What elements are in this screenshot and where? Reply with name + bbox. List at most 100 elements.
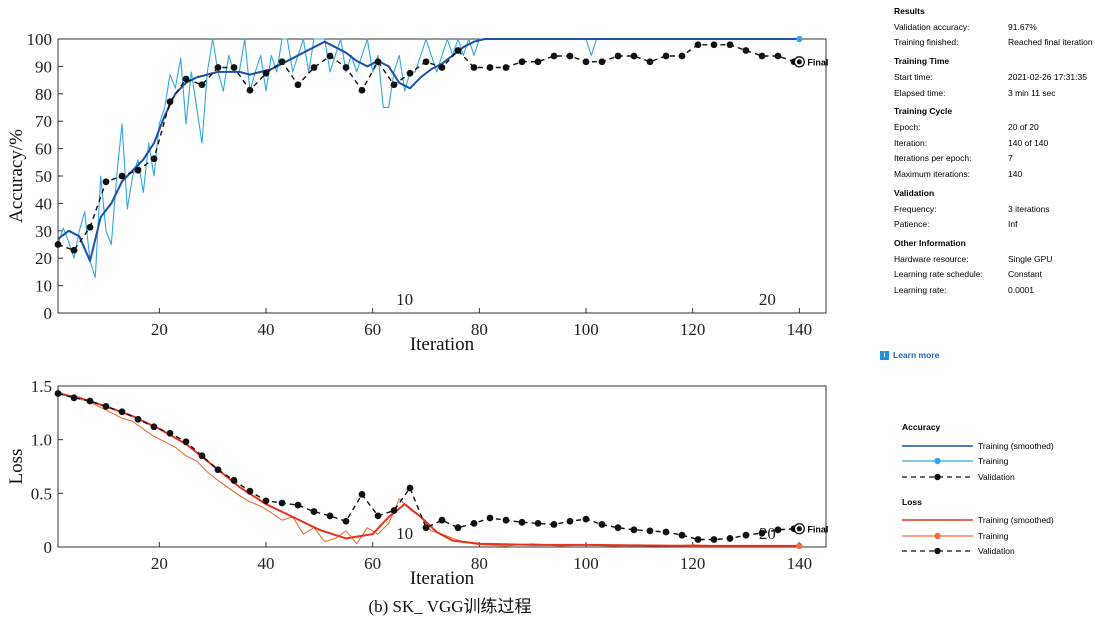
validation-point — [70, 394, 78, 402]
y-tick-label: 0 — [44, 538, 53, 557]
x-tick-label: 120 — [680, 554, 706, 573]
validation-point — [374, 512, 382, 520]
validation-point — [518, 518, 526, 526]
results-section: Results Validation accuracy: 91.67% Train… — [894, 6, 1094, 50]
x-tick-label: 60 — [364, 320, 381, 339]
y-tick-label: 0.5 — [31, 484, 52, 503]
validation-point — [614, 524, 622, 532]
epoch-label: 10 — [396, 290, 413, 309]
legend-item: Training — [900, 454, 1095, 470]
epoch-label: 20 — [759, 524, 776, 543]
validation-point — [678, 52, 686, 60]
validation-point — [246, 487, 254, 495]
training-cycle-section: Training Cycle Epoch: 20 of 20 Iteration:… — [894, 106, 1094, 181]
legend-item: Validation — [900, 544, 1095, 560]
x-tick-label: 40 — [258, 554, 275, 573]
validation-point — [502, 64, 510, 71]
validation-point — [342, 517, 350, 525]
validation-point — [310, 508, 318, 515]
figure-caption: (b) SK_ VGG训练过程 — [368, 597, 532, 616]
info-value: 7 — [1008, 153, 1013, 164]
validation-point — [582, 58, 590, 66]
x-tick-label: 40 — [258, 320, 275, 339]
accuracy-validation-line — [57, 44, 800, 252]
info-value: 0.0001 — [1008, 284, 1034, 295]
validation-point — [390, 507, 398, 514]
training-time-section: Training Time Start time: 2021-02-26 17:3… — [894, 56, 1094, 100]
validation-point — [406, 69, 414, 77]
validation-point — [70, 246, 78, 254]
legend-label: Validation — [978, 546, 1015, 557]
validation-point — [758, 52, 766, 60]
validation-point — [566, 52, 574, 60]
legend-item: Training — [900, 528, 1095, 544]
info-row: Patience: Inf — [894, 216, 1094, 232]
learn-more-link[interactable]: i Learn more — [880, 350, 939, 360]
info-label: Frequency: — [894, 203, 937, 214]
info-label: Hardware resource: — [894, 253, 969, 264]
validation-point — [166, 98, 174, 106]
info-value: 2021-02-26 17:31:35 — [1008, 71, 1087, 82]
legend-label: Training — [978, 530, 1009, 541]
loss-smoothed-swatch — [902, 519, 973, 522]
loss-training-swatch — [902, 532, 973, 539]
info-value: 91.67% — [1008, 21, 1037, 32]
acc-validation-swatch — [902, 473, 973, 480]
info-row: Elapsed time: 3 min 11 sec — [894, 85, 1094, 101]
validation-point — [182, 438, 190, 446]
info-label: Iteration: — [894, 137, 928, 148]
validation-point — [118, 408, 126, 416]
validation-point — [406, 484, 414, 492]
x-tick-label: 120 — [680, 320, 706, 339]
y-axis-title: Accuracy/% — [6, 129, 27, 223]
validation-heading: Validation — [894, 187, 935, 198]
y-tick-label: 80 — [35, 85, 52, 104]
info-value: 3 min 11 sec — [1008, 87, 1056, 98]
info-row: Learning rate: 0.0001 — [894, 282, 1094, 298]
validation-point — [662, 52, 670, 60]
validation-point — [374, 58, 382, 66]
final-marker-dot — [796, 526, 802, 532]
final-label: Final — [807, 524, 828, 534]
loss-validation-line — [57, 392, 800, 541]
other-info-heading: Other Information — [894, 237, 966, 248]
validation-point — [742, 47, 750, 54]
validation-point — [310, 64, 318, 71]
epoch-label: 10 — [396, 524, 413, 543]
validation-point — [150, 423, 158, 431]
info-label: Iterations per epoch: — [894, 153, 972, 164]
x-tick-label: 80 — [471, 320, 488, 339]
validation-point — [582, 515, 590, 523]
info-label: Learning rate schedule: — [894, 269, 983, 280]
validation-point — [630, 526, 638, 534]
validation-point — [774, 52, 782, 60]
info-row: Training finished: Reached final iteratio… — [894, 35, 1094, 51]
validation-point — [198, 452, 206, 460]
validation-point — [662, 528, 670, 536]
validation-point — [134, 415, 142, 423]
y-tick-label: 60 — [35, 140, 52, 159]
validation-point — [518, 58, 526, 66]
validation-point — [534, 519, 542, 527]
y-tick-label: 10 — [35, 277, 52, 296]
validation-point — [230, 64, 238, 71]
info-value: Single GPU — [1008, 253, 1053, 264]
loss-smoothed-line — [57, 392, 800, 547]
loss-legend: Loss Training (smoothed) Training Valida… — [900, 497, 1095, 560]
validation-point — [470, 519, 478, 527]
x-tick-label: 20 — [151, 320, 168, 339]
validation-point — [390, 81, 398, 89]
validation-point — [278, 499, 286, 507]
info-label: Validation accuracy: — [894, 21, 970, 32]
info-label: Start time: — [894, 71, 933, 82]
validation-point — [470, 64, 478, 71]
legend-item: Training (smoothed) — [900, 513, 1095, 529]
y-tick-label: 90 — [35, 57, 52, 76]
info-row: Hardware resource: Single GPU — [894, 251, 1094, 267]
info-icon: i — [880, 350, 889, 360]
validation-point — [86, 223, 94, 231]
validation-point — [454, 524, 462, 532]
accuracy-chart: 20 40 60 80 100 120 140 0 10 20 30 40 50 60 70 80 90 100 I… — [6, 30, 828, 355]
legend-label: Training (smoothed) — [978, 440, 1054, 451]
validation-point — [342, 64, 350, 71]
